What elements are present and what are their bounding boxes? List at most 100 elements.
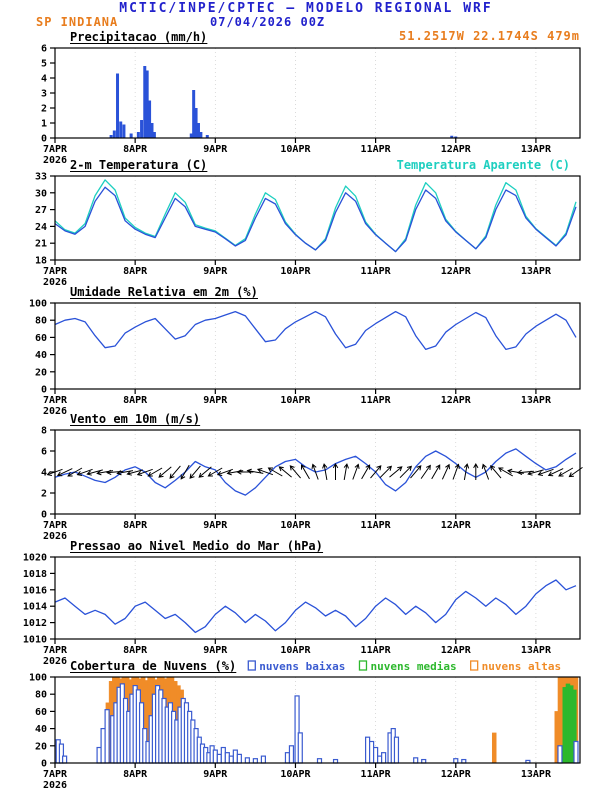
precip-bar bbox=[109, 135, 113, 138]
wind-barb-icon bbox=[189, 465, 201, 479]
wind-barb-icon bbox=[147, 467, 163, 477]
wind-barb-icon bbox=[67, 467, 83, 477]
wind-barb-icon bbox=[558, 467, 574, 477]
y-tick-label: 6 bbox=[41, 44, 47, 55]
precip-bar bbox=[205, 135, 209, 138]
wind-barb-icon bbox=[431, 464, 441, 480]
x-tick-label: 11APR bbox=[361, 769, 392, 780]
x-year-label: 2026 bbox=[43, 531, 67, 542]
precip-bar bbox=[148, 100, 152, 138]
wind-barb-icon bbox=[420, 464, 431, 479]
wind-barb-icon bbox=[180, 464, 190, 480]
y-tick-label: 60 bbox=[35, 333, 47, 344]
cloud-bar-nuvens-baixas bbox=[413, 757, 419, 764]
x-tick-label: 7APR bbox=[43, 520, 68, 531]
cloud-bar-nuvens-baixas bbox=[212, 749, 218, 764]
wind-barb-icon bbox=[463, 463, 470, 480]
x-tick-label: 8APR bbox=[123, 520, 148, 531]
station-name: SP INDIANA bbox=[36, 15, 119, 29]
x-tick-label: 13APR bbox=[521, 144, 552, 155]
wind-barb-icon bbox=[169, 465, 181, 479]
plot-frame bbox=[54, 676, 581, 764]
precip-bar bbox=[450, 135, 454, 138]
x-tick-label: 13APR bbox=[521, 520, 552, 531]
wind-barb-icon bbox=[452, 463, 460, 480]
wind-barb-icon bbox=[226, 470, 244, 476]
x-tick-label: 11APR bbox=[361, 266, 392, 277]
y-tick-label: 2 bbox=[41, 104, 47, 115]
station-coordinates: 51.2517W 22.1744S 479m bbox=[399, 29, 580, 43]
precip-bar bbox=[145, 70, 149, 138]
wind-barb-icon bbox=[490, 465, 502, 479]
wind-barb-icon bbox=[361, 464, 371, 480]
plot-frame bbox=[54, 302, 581, 390]
precip-bar bbox=[189, 133, 193, 138]
y-tick-label: 1010 bbox=[23, 635, 47, 646]
x-tick-label: 10APR bbox=[280, 520, 311, 531]
wind-barb-icon bbox=[516, 469, 534, 476]
y-tick-label: 27 bbox=[35, 205, 47, 216]
x-tick-label: 13APR bbox=[521, 645, 552, 656]
x-tick-label: 12APR bbox=[441, 645, 472, 656]
x-tick-label: 12APR bbox=[441, 266, 472, 277]
y-tick-label: 4 bbox=[41, 468, 47, 479]
wind-barb-icon bbox=[473, 462, 479, 480]
cloud-bar-nuvens-baixas bbox=[297, 732, 303, 764]
x-tick-label: 9APR bbox=[203, 144, 228, 155]
wind-barb-icon bbox=[301, 464, 310, 480]
x-tick-label: 8APR bbox=[123, 395, 148, 406]
cloud-bar-nuvens-baixas bbox=[557, 745, 563, 764]
cloud-bar-nuvens-baixas bbox=[96, 746, 102, 764]
y-tick-label: 1012 bbox=[23, 618, 47, 629]
plot-frame bbox=[54, 556, 581, 640]
panel-title: Vento em 10m (m/s) bbox=[70, 412, 200, 426]
x-tick-label: 7APR bbox=[43, 645, 68, 656]
legend-swatch-icon bbox=[358, 660, 368, 671]
x-tick-label: 10APR bbox=[280, 144, 311, 155]
cloud-bar-nuvens-baixas bbox=[244, 757, 250, 764]
cloud-bar-nuvens-baixas bbox=[224, 752, 230, 764]
x-tick-label: 8APR bbox=[123, 266, 148, 277]
x-tick-label: 11APR bbox=[361, 395, 392, 406]
wind-barb-icon bbox=[207, 467, 223, 477]
cloud-bar-nuvens-baixas bbox=[232, 749, 238, 764]
x-tick-label: 13APR bbox=[521, 395, 552, 406]
x-tick-label: 9APR bbox=[203, 769, 228, 780]
wind-barb-icon bbox=[236, 469, 254, 475]
x-tick-label: 12APR bbox=[441, 144, 472, 155]
x-year-label: 2026 bbox=[43, 406, 67, 417]
wind-barb-icon bbox=[216, 468, 233, 476]
series-line-Pressao-ao-Nivel-Medio-do-Mar-(hPa) bbox=[54, 579, 577, 634]
y-tick-label: 24 bbox=[35, 222, 47, 233]
y-tick-label: 0 bbox=[41, 385, 47, 396]
wind-barb-icon bbox=[537, 468, 554, 476]
panel-relative-humidity: Umidade Relativa em 2m (%) 0 20 40 60 80 100 7A… bbox=[29, 285, 581, 417]
x-year-label: 2026 bbox=[43, 656, 67, 667]
panel-mslp: Pressao ao Nivel Medio do Mar (hPa) 1010 1… bbox=[23, 539, 581, 667]
x-tick-label: 7APR bbox=[43, 144, 68, 155]
cloud-bar-nuvens-baixas bbox=[252, 758, 258, 764]
plot-frame bbox=[54, 175, 581, 261]
wind-barb-icon bbox=[507, 468, 524, 474]
cloud-bar-nuvens-baixas bbox=[381, 752, 387, 764]
y-tick-label: 4 bbox=[41, 74, 47, 85]
x-tick-label: 7APR bbox=[43, 395, 68, 406]
cloud-bar-nuvens-baixas bbox=[228, 755, 234, 764]
y-tick-label: 18 bbox=[35, 256, 47, 267]
x-tick-label: 13APR bbox=[521, 266, 552, 277]
wind-barb-icon bbox=[352, 463, 360, 480]
x-tick-label: 11APR bbox=[361, 144, 392, 155]
y-tick-label: 1016 bbox=[23, 585, 47, 596]
precip-bar bbox=[454, 136, 458, 138]
y-tick-label: 40 bbox=[35, 350, 47, 361]
y-tick-label: 80 bbox=[35, 690, 47, 701]
wind-barb-icon bbox=[389, 466, 403, 478]
y-tick-label: 21 bbox=[35, 239, 47, 250]
x-tick-label: 10APR bbox=[280, 395, 311, 406]
cloud-bar-nuvens-baixas bbox=[220, 746, 226, 764]
y-tick-label: 30 bbox=[35, 188, 47, 199]
legend-label-1: nuvens medias bbox=[370, 660, 456, 673]
panel-temperature: 2-m Temperatura (C) Temperatura Aparente … bbox=[35, 158, 581, 288]
precip-bar bbox=[150, 123, 154, 138]
